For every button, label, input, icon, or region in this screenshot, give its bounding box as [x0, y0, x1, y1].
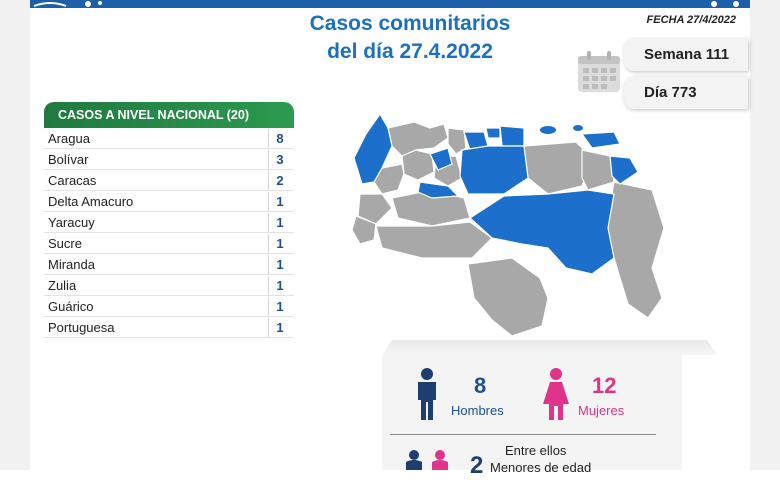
map-region-monagas	[581, 149, 615, 191]
cell-divider	[268, 150, 269, 169]
table-row: Caracas 2	[44, 170, 294, 191]
map-region-amazonas	[467, 257, 549, 337]
woman-icon	[543, 368, 569, 420]
map-region-tachira	[352, 215, 377, 245]
state-cases: 2	[276, 173, 284, 188]
cell-divider	[268, 171, 269, 190]
map-islands	[540, 125, 583, 134]
state-name: Yaracuy	[48, 215, 95, 230]
minors-count: 2	[470, 452, 484, 479]
women-count: 12	[592, 373, 617, 398]
child-icons	[406, 450, 448, 470]
state-cases: 1	[276, 257, 284, 272]
map-region-zulia	[353, 112, 393, 185]
state-cases: 1	[276, 236, 284, 251]
cell-divider	[268, 255, 269, 274]
map-region-miranda	[499, 125, 525, 147]
map-region-guarico	[459, 145, 529, 195]
top-banner	[30, 0, 750, 8]
men-label: Hombres	[451, 403, 504, 418]
venezuela-map	[352, 112, 665, 337]
state-name: Bolívar	[48, 152, 89, 167]
table-row: Yaracuy 1	[44, 212, 294, 233]
minors-intro: Entre ellos	[505, 443, 567, 458]
state-name: Sucre	[48, 236, 82, 251]
minors-label: Menores de edad	[490, 460, 592, 475]
state-cases: 1	[276, 299, 284, 314]
women-label: Mujeres	[578, 403, 625, 418]
page-title-line1: Casos comunitarios	[309, 12, 511, 35]
map-region-carabobo	[447, 127, 467, 155]
table-row: Portuguesa 1	[44, 317, 294, 338]
map-region-merida	[357, 193, 393, 225]
table-row: Aragua 8	[44, 128, 294, 149]
cell-divider	[268, 129, 269, 148]
calendar-icon	[578, 51, 620, 92]
cell-divider	[268, 276, 269, 295]
map-region-falcon	[387, 121, 449, 157]
table-row: Guárico 1	[44, 296, 294, 317]
table-row: Delta Amacuro 1	[44, 191, 294, 212]
map-region-esequibo	[605, 181, 665, 319]
state-name: Zulia	[48, 278, 77, 293]
table-row: Miranda 1	[44, 254, 294, 275]
top-left-ornament-icon	[33, 1, 102, 7]
state-name: Caracas	[48, 173, 97, 188]
map-region-sucre	[580, 131, 621, 149]
cell-divider	[268, 192, 269, 211]
day-badge: Día 773	[624, 77, 748, 109]
right-margin	[750, 0, 780, 470]
state-cases: 1	[276, 278, 284, 293]
cell-divider	[268, 297, 269, 316]
map-region-lara	[401, 149, 435, 181]
map-region-yaracuy	[429, 147, 453, 171]
map-region-bolivar	[469, 189, 615, 275]
state-name: Portuguesa	[48, 320, 115, 335]
map-region-delta-amacuro	[609, 155, 639, 185]
table-row: Bolívar 3	[44, 149, 294, 170]
men-count: 8	[474, 373, 487, 398]
map-region-apure	[375, 221, 493, 259]
stats-divider	[390, 434, 656, 435]
cases-table: Aragua 8 Bolívar 3 Caracas 2 Delta Amacuro 1…	[44, 128, 294, 338]
man-icon	[418, 368, 436, 420]
national-cases-header: CASOS A NIVEL NACIONAL (20)	[44, 102, 294, 128]
top-right-ornament-icon	[711, 1, 739, 7]
state-cases: 1	[276, 320, 284, 335]
state-name: Guárico	[48, 299, 94, 314]
cell-divider	[268, 234, 269, 253]
table-row: Sucre 1	[44, 233, 294, 254]
state-cases: 1	[276, 215, 284, 230]
state-cases: 3	[276, 152, 284, 167]
cell-divider	[268, 318, 269, 337]
cell-divider	[268, 213, 269, 232]
report-date: FECHA 27/4/2022	[646, 14, 736, 26]
stats-panel-top	[382, 340, 717, 355]
week-badge: Semana 111	[624, 39, 748, 71]
table-row: Zulia 1	[44, 275, 294, 296]
page-title-line2: del día 27.4.2022	[327, 40, 493, 63]
state-name: Delta Amacuro	[48, 194, 134, 209]
state-name: Aragua	[48, 131, 90, 146]
left-margin	[0, 0, 30, 470]
map-region-portuguesa	[417, 181, 460, 199]
map-region-caracas	[485, 127, 501, 139]
state-name: Miranda	[48, 257, 95, 272]
state-cases: 1	[276, 194, 284, 209]
state-cases: 8	[276, 131, 284, 146]
